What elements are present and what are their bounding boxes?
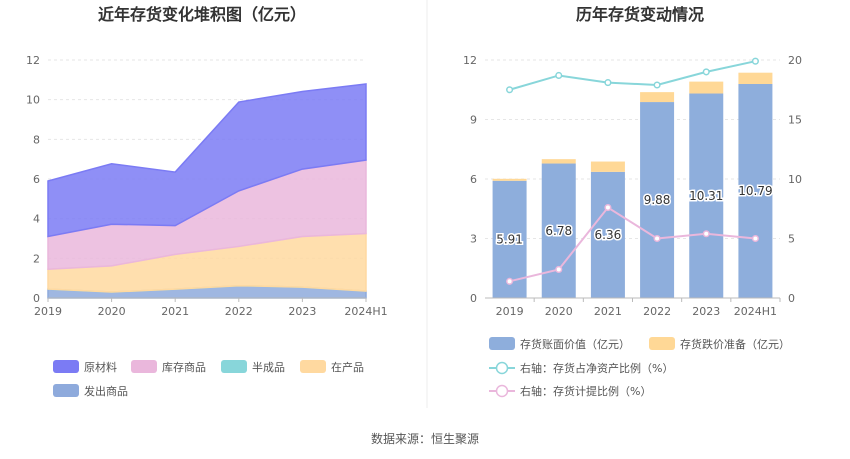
bar-book-value-2020 xyxy=(541,163,576,298)
right-y-tick-label: 9 xyxy=(470,114,477,127)
left-x-tick-label: 2023 xyxy=(288,305,316,318)
left-area-series xyxy=(47,83,367,299)
bar-impairment-2022 xyxy=(640,92,675,103)
legend-swatch-半成品 xyxy=(221,360,247,373)
legend-label-原材料: 原材料 xyxy=(84,360,117,374)
data-source: 数据来源：恒生聚源 xyxy=(371,431,479,446)
right-y-tick-label: 3 xyxy=(470,233,477,246)
left-chart-title: 近年存货变化堆积图（亿元） xyxy=(98,5,306,24)
right-legend: 存货账面价值（亿元） 存货跌价准备（亿元） 右轴：存货占净资产比例（%） 右轴：存货计… xyxy=(489,337,790,398)
bar-data-label: 9.88 xyxy=(644,193,671,207)
legend-swatch-在产品 xyxy=(300,360,326,373)
legend-line-marker xyxy=(495,384,509,398)
left-y-tick-label: 2 xyxy=(33,252,40,265)
right-x-tick-label: 2022 xyxy=(643,305,671,318)
legend-label-发出商品: 发出商品 xyxy=(84,384,128,398)
line-point-2022 xyxy=(653,81,661,89)
right-bar-series xyxy=(492,72,773,299)
left-y-tick-label: 6 xyxy=(33,173,40,186)
left-y-tick-label: 10 xyxy=(26,94,40,107)
left-y-axis: 0 2 4 6 8 10 12 xyxy=(26,54,40,305)
left-x-tick-label: 2022 xyxy=(225,305,253,318)
right-line-series xyxy=(506,57,759,285)
right-x-tick-label: 2020 xyxy=(545,305,573,318)
legend-label-在产品: 在产品 xyxy=(331,360,364,374)
right-y-tick-label: 6 xyxy=(470,173,477,186)
legend-label-半成品: 半成品 xyxy=(252,360,285,374)
bar-data-label: 10.79 xyxy=(738,184,772,198)
legend-swatch-原材料 xyxy=(53,360,79,373)
left-x-axis: 2019 2020 2021 2022 2023 2024H1 xyxy=(34,298,388,318)
legend-label-impairment: 存货跌价准备（亿元） xyxy=(680,337,790,351)
legend-label-line: 右轴：存货占净资产比例（%） xyxy=(520,361,673,375)
left-y-tick-label: 8 xyxy=(33,133,40,146)
line-point-2020 xyxy=(555,265,563,273)
bar-book-value-2024H1 xyxy=(738,83,773,298)
line-point-2024H1 xyxy=(751,234,759,243)
line-point-2020 xyxy=(555,71,563,80)
right-y-axis: 0 3 6 9 12 xyxy=(463,54,477,305)
line-series-net-asset-ratio xyxy=(509,60,756,91)
right-y2-tick-label: 15 xyxy=(788,114,802,127)
bar-impairment-2021 xyxy=(590,161,625,172)
right-x-tick-label: 2019 xyxy=(496,305,524,318)
right-y-tick-label: 0 xyxy=(470,292,477,305)
line-series-provision-ratio xyxy=(509,206,756,283)
right-data-labels: 5.91 6.78 6.36 9.88 10.31 10.79 xyxy=(495,182,774,247)
right-y2-tick-label: 20 xyxy=(788,54,802,67)
bar-impairment-2023 xyxy=(689,81,724,94)
line-point-2019 xyxy=(506,277,514,285)
line-point-2022 xyxy=(653,234,661,243)
line-point-2021 xyxy=(604,204,612,212)
line-point-2023 xyxy=(702,68,710,76)
right-chart-title: 历年存货变动情况 xyxy=(576,5,704,24)
bar-book-value-2021 xyxy=(590,171,625,298)
bar-impairment-2024H1 xyxy=(738,72,773,84)
right-y2-tick-label: 5 xyxy=(788,233,795,246)
line-point-2023 xyxy=(702,230,710,238)
legend-label-line: 右轴：存货计提比例（%） xyxy=(520,384,651,398)
right-y2-tick-label: 0 xyxy=(788,292,795,305)
left-y-tick-label: 12 xyxy=(26,54,40,67)
legend-swatch-impairment xyxy=(649,337,675,350)
legend-line-marker xyxy=(495,361,509,375)
right-y2-tick-label: 10 xyxy=(788,173,802,186)
legend-label-book-value: 存货账面价值（亿元） xyxy=(520,337,630,351)
right-x-tick-label: 2023 xyxy=(692,305,720,318)
right-y2-axis: 0 5 10 15 20 xyxy=(788,54,802,305)
right-grid xyxy=(485,59,780,239)
bar-data-label: 6.36 xyxy=(595,228,622,242)
bar-impairment-2019 xyxy=(492,178,527,181)
legend-label-库存商品: 库存商品 xyxy=(162,360,206,374)
bar-book-value-2022 xyxy=(640,102,675,299)
left-y-tick-label: 0 xyxy=(33,292,40,305)
right-x-tick-label: 2024H1 xyxy=(734,305,777,318)
bar-data-label: 6.78 xyxy=(545,224,572,238)
left-x-tick-label: 2021 xyxy=(161,305,189,318)
right-x-axis: 2019 2020 2021 2022 2023 2024H1 xyxy=(496,298,781,318)
legend-swatch-book-value xyxy=(489,337,515,350)
bar-impairment-2020 xyxy=(541,159,576,164)
bar-book-value-2023 xyxy=(689,93,724,298)
left-x-tick-label: 2019 xyxy=(34,305,62,318)
left-y-tick-label: 4 xyxy=(33,213,40,226)
line-point-2019 xyxy=(506,86,514,94)
left-x-tick-label: 2020 xyxy=(98,305,126,318)
bar-data-label: 5.91 xyxy=(496,232,523,246)
legend-swatch-发出商品 xyxy=(53,384,79,397)
left-x-tick-label: 2024H1 xyxy=(344,305,387,318)
bar-data-label: 10.31 xyxy=(689,189,723,203)
line-point-2021 xyxy=(604,79,612,87)
legend-swatch-库存商品 xyxy=(131,360,157,373)
right-x-tick-label: 2021 xyxy=(594,305,622,318)
line-point-2024H1 xyxy=(751,57,759,65)
right-y-tick-label: 12 xyxy=(463,54,477,67)
